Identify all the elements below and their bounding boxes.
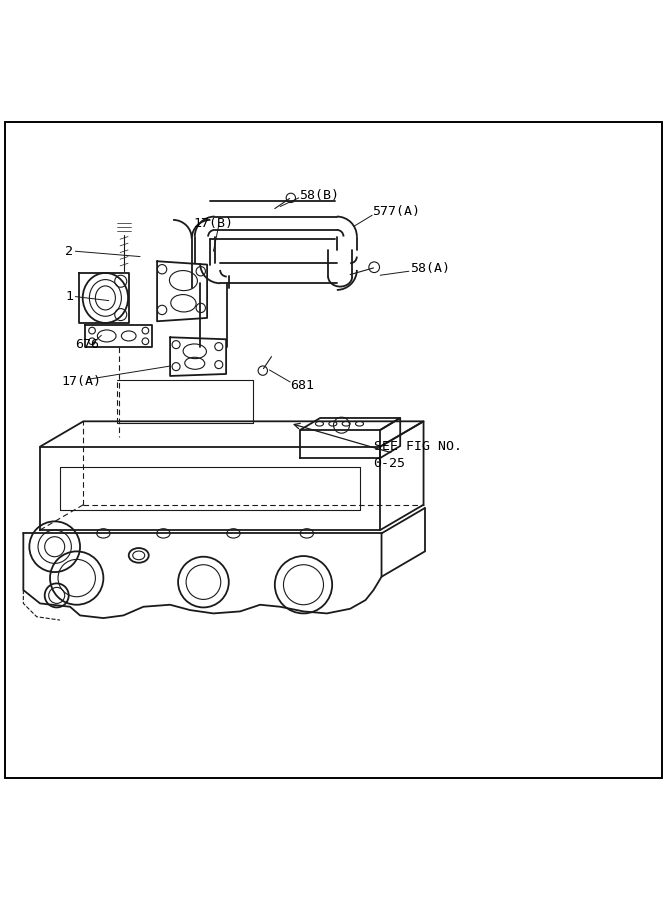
Text: 676: 676 — [75, 338, 99, 351]
Text: 577(A): 577(A) — [372, 204, 420, 218]
Text: 17(A): 17(A) — [61, 374, 101, 388]
Text: 0-25: 0-25 — [374, 457, 406, 470]
Circle shape — [258, 366, 267, 375]
Circle shape — [369, 262, 380, 273]
Text: 681: 681 — [290, 379, 314, 392]
Circle shape — [286, 194, 295, 202]
Text: 17(B): 17(B) — [193, 217, 233, 230]
Text: 58(B): 58(B) — [299, 189, 339, 202]
Text: 2: 2 — [65, 245, 73, 257]
Text: 1: 1 — [65, 290, 73, 303]
Text: SEE FIG NO.: SEE FIG NO. — [374, 440, 462, 454]
Text: 58(A): 58(A) — [410, 262, 450, 275]
